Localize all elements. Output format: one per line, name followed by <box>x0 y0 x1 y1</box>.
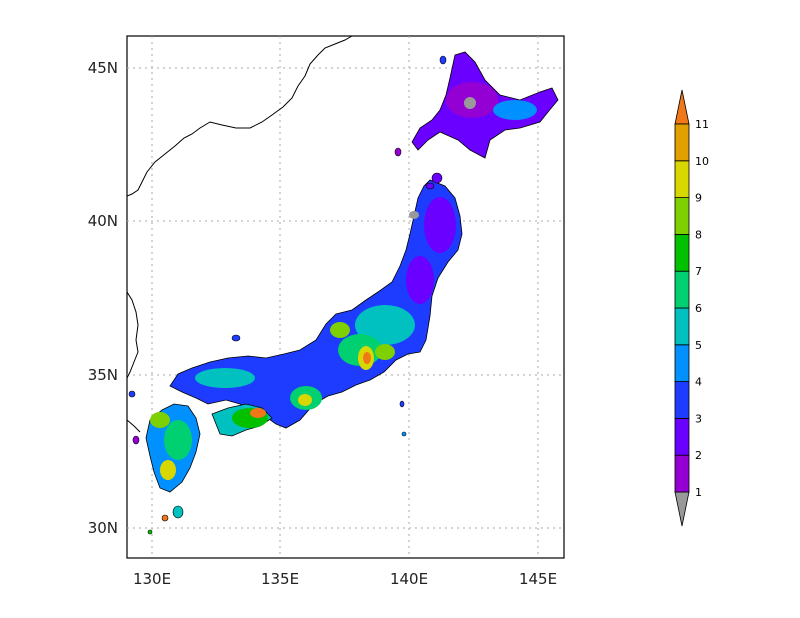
colorbar-label: 6 <box>695 302 702 315</box>
colorbar: 1 2 3 4 5 6 7 8 9 10 11 <box>674 89 709 527</box>
x-tick-label: 145E <box>519 570 557 588</box>
colorbar-label: 4 <box>695 376 702 389</box>
colorbar-segment <box>674 344 690 382</box>
x-axis-labels: 130E 135E 140E 145E <box>133 570 557 588</box>
colorbar-segment <box>674 417 690 456</box>
colorbar-segment <box>674 233 690 272</box>
small-islands <box>128 55 447 535</box>
colorbar-over-arrow <box>674 89 690 125</box>
x-tick-label: 140E <box>390 570 428 588</box>
colorbar-segment <box>674 197 690 235</box>
colorbar-segment <box>674 270 690 309</box>
colorbar-label: 1 <box>695 486 702 499</box>
colorbar-label: 7 <box>695 265 702 278</box>
y-tick-label: 35N <box>88 366 118 384</box>
y-tick-label: 30N <box>88 519 118 537</box>
colorbar-label: 5 <box>695 339 702 352</box>
colorbar-label: 8 <box>695 228 702 241</box>
colorbar-label: 10 <box>695 155 709 168</box>
honshu <box>169 179 463 429</box>
y-axis-labels: 45N 40N 35N 30N <box>88 59 118 537</box>
colorbar-label: 3 <box>695 412 702 425</box>
y-tick-label: 45N <box>88 59 118 77</box>
colorbar-label: 2 <box>695 449 702 462</box>
colorbar-under-arrow <box>674 491 690 527</box>
korea-coastline <box>126 291 139 379</box>
colorbar-segment <box>674 381 690 419</box>
mainland-coastline <box>126 35 353 197</box>
y-tick-label: 40N <box>88 212 118 230</box>
precip-patches <box>150 82 537 480</box>
colorbar-segment <box>674 123 690 162</box>
colorbar-segment <box>674 307 690 346</box>
korea-south-coast <box>126 419 141 433</box>
x-tick-label: 130E <box>133 570 171 588</box>
x-tick-label: 135E <box>261 570 299 588</box>
colorbar-segment <box>674 160 690 199</box>
colorbar-label: 11 <box>695 118 709 131</box>
colorbar-label: 9 <box>695 192 702 205</box>
colorbar-segment <box>674 454 690 493</box>
